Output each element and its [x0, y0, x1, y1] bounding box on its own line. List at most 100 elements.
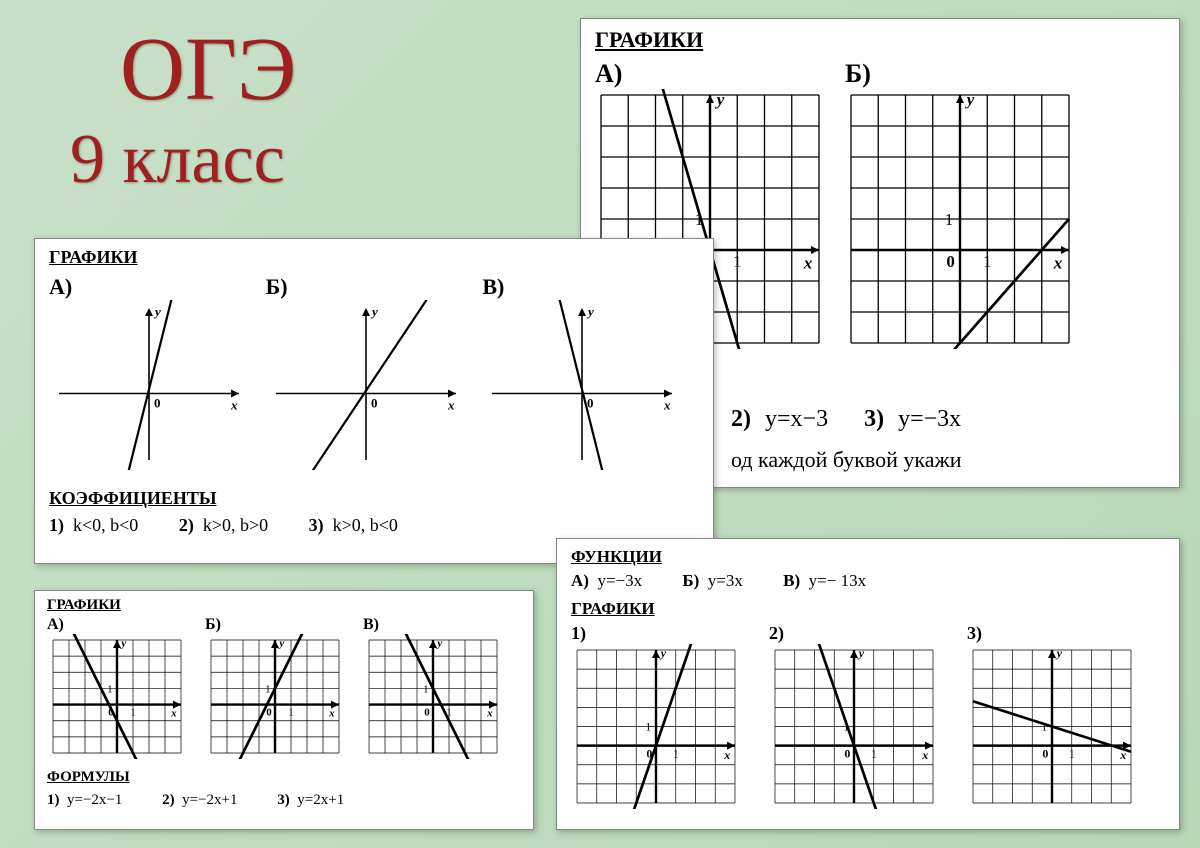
graph-block-3: 3) 011xy	[967, 623, 1165, 809]
svg-text:x: x	[328, 708, 335, 720]
svg-text:0: 0	[154, 396, 161, 411]
svg-text:y: y	[277, 638, 284, 650]
svg-text:x: x	[486, 708, 493, 720]
svg-text:1: 1	[673, 747, 679, 761]
answers-row: 2) y=x−3 3) y=−3x	[731, 406, 961, 433]
heading-formulas: ФОРМУЛЫ	[47, 769, 521, 786]
svg-text:y: y	[965, 90, 975, 109]
label-b: Б)	[845, 59, 871, 88]
heading-functions: ФУНКЦИИ	[571, 547, 1165, 567]
ans-3-text: y=−3x	[898, 406, 961, 432]
svg-text:y: y	[659, 646, 667, 660]
svg-text:y: y	[119, 638, 126, 650]
coef-2-text: k>0, b>0	[203, 515, 268, 535]
svg-text:x: x	[447, 398, 455, 413]
svg-text:x: x	[723, 748, 730, 762]
card-functions-bottom-right: ФУНКЦИИ А) y=−3x Б) y=3x В) y=− 13x ГРАФ…	[556, 538, 1180, 830]
svg-text:1: 1	[423, 683, 429, 695]
page-title-line2: 9 класс	[70, 120, 285, 200]
graph-b: 0xy	[266, 300, 466, 470]
coef-1-text: k<0, b<0	[73, 515, 138, 535]
label-a: А)	[595, 59, 622, 88]
label-b: Б)	[266, 274, 288, 299]
f-1-text: y=−2x−1	[67, 792, 122, 808]
coef-2-num: 2)	[179, 515, 194, 535]
heading-graphs-ml: ГРАФИКИ	[49, 247, 699, 268]
svg-text:1: 1	[945, 210, 954, 229]
heading-coefs: КОЭФФИЦИЕНТЫ	[49, 488, 699, 509]
formulas-row: 1) y=−2x−1 2) y=−2x+1 3) y=2x+1	[47, 792, 521, 809]
label-v: В)	[482, 274, 504, 299]
graph-2: 011xy	[769, 644, 939, 809]
graph-block-a: А) 0 x y	[49, 274, 266, 470]
svg-text:1: 1	[1041, 720, 1047, 734]
graph-block-b: Б) 0 1 1 x y	[845, 59, 1075, 349]
card-graphs-bottom-left: ГРАФИКИ А) 011xy Б) 011xy В) 011xy ФОРМУ…	[34, 590, 534, 830]
svg-text:1: 1	[130, 707, 136, 719]
svg-text:y: y	[1055, 646, 1063, 660]
ans-2-text: y=x−3	[765, 406, 828, 432]
graph-3: 011xy	[967, 644, 1137, 809]
fn-v-lbl: В)	[783, 571, 800, 590]
f-3-num: 3)	[277, 792, 290, 808]
fn-a-text: y=−3x	[597, 571, 642, 590]
svg-text:0: 0	[587, 396, 594, 411]
coef-3-text: k>0, b<0	[333, 515, 398, 535]
ans-3-num: 3)	[864, 406, 884, 432]
f-3-text: y=2x+1	[297, 792, 344, 808]
svg-text:0: 0	[424, 707, 430, 719]
svg-text:1: 1	[733, 252, 742, 271]
coef-1-num: 1)	[49, 515, 64, 535]
graph-v: 0 x y	[482, 300, 682, 470]
svg-text:y: y	[153, 304, 161, 319]
svg-text:0: 0	[266, 707, 272, 719]
fn-v-text: y=− 13x	[809, 571, 866, 590]
card-graphs-mid-left: ГРАФИКИ А) 0 x y Б) 0 x y В) 0 x y КОЭФФИЦИЕНТ…	[34, 238, 714, 564]
label-1: 1)	[571, 623, 586, 643]
graph-block-b: Б) 0xy	[266, 274, 483, 470]
label-2: 2)	[769, 623, 784, 643]
svg-text:1: 1	[1069, 747, 1075, 761]
fn-b-text: y=3x	[708, 571, 743, 590]
label-v: В)	[363, 616, 379, 633]
graph-v: 011xy	[363, 634, 503, 759]
label-a: А)	[49, 274, 72, 299]
graph-block-a: А) 011xy	[47, 616, 205, 759]
svg-text:x: x	[230, 398, 238, 413]
svg-text:y: y	[370, 304, 378, 319]
svg-text:y: y	[857, 646, 865, 660]
svg-text:x: x	[803, 254, 813, 273]
svg-text:1: 1	[265, 683, 271, 695]
coefs-row: 1) k<0, b<0 2) k>0, b>0 3) k>0, b<0	[49, 515, 699, 536]
graph-a: 0 x y	[49, 300, 249, 470]
f-2-text: y=−2x+1	[182, 792, 237, 808]
svg-text:y: y	[715, 90, 725, 109]
svg-text:x: x	[1053, 254, 1063, 273]
fn-b-lbl: Б)	[682, 571, 699, 590]
graph-block-2: 2) 011xy	[769, 623, 967, 809]
label-b: Б)	[205, 616, 221, 633]
graph-a: 011xy	[47, 634, 187, 759]
svg-text:x: x	[663, 398, 671, 413]
graph-block-1: 1) 011xy	[571, 623, 769, 809]
svg-text:x: x	[921, 748, 928, 762]
svg-text:1: 1	[871, 747, 877, 761]
graph-block-b: Б) 011xy	[205, 616, 363, 759]
graph-block-v: В) 0 x y	[482, 274, 699, 470]
svg-text:0: 0	[946, 252, 955, 271]
graph-b: 011xy	[205, 634, 345, 759]
label-a: А)	[47, 616, 64, 633]
label-3: 3)	[967, 623, 982, 643]
heading-graphs-bl: ГРАФИКИ	[47, 597, 521, 614]
svg-text:x: x	[170, 708, 177, 720]
svg-text:y: y	[586, 304, 594, 319]
heading-graphs: ГРАФИКИ	[595, 27, 1165, 53]
graph-block-v: В) 011xy	[363, 616, 521, 759]
svg-text:1: 1	[983, 252, 992, 271]
ans-2-num: 2)	[731, 406, 751, 432]
graph-b: 0 1 1 x y	[845, 89, 1075, 349]
svg-text:y: y	[435, 638, 442, 650]
svg-text:1: 1	[107, 683, 113, 695]
f-2-num: 2)	[162, 792, 175, 808]
f-1-num: 1)	[47, 792, 60, 808]
